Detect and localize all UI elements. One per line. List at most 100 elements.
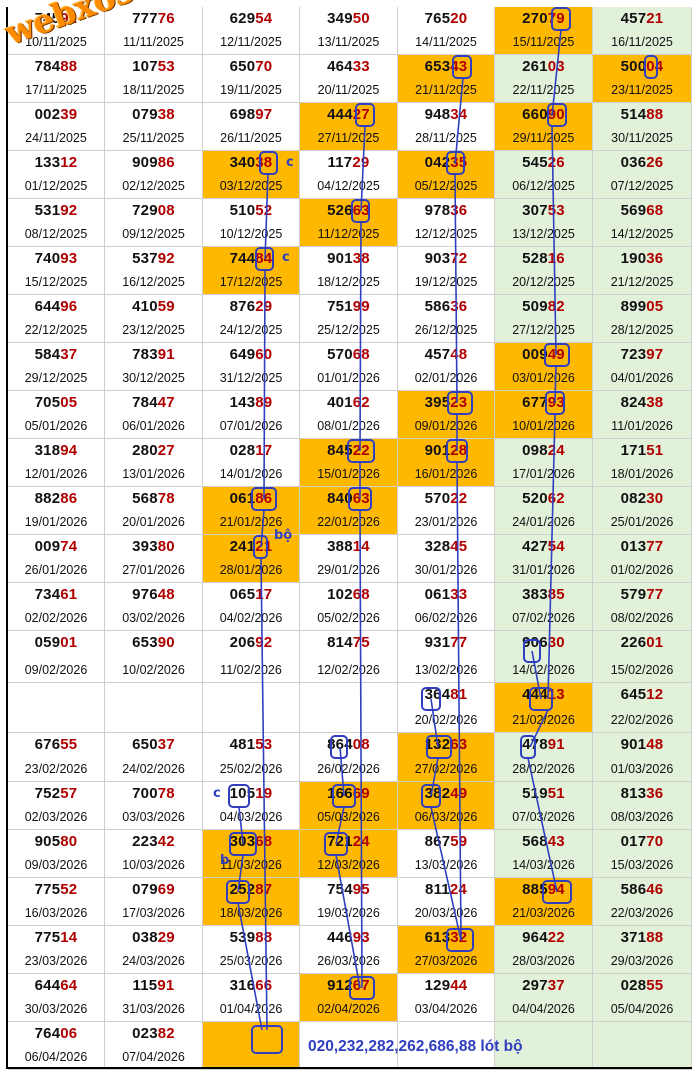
result-date: 26/01/2026 xyxy=(24,563,88,577)
result-number: 39380 xyxy=(132,538,175,555)
result-number: 75199 xyxy=(327,298,370,315)
result-cell: 06133 06/02/2026 xyxy=(398,583,495,631)
result-date: 27/03/2026 xyxy=(414,954,478,968)
result-number: 58437 xyxy=(34,346,78,363)
result-date: 04/02/2026 xyxy=(219,611,283,625)
result-date: 15/12/2025 xyxy=(24,275,88,289)
result-cell xyxy=(203,683,300,733)
result-date: 30/12/2025 xyxy=(122,371,185,385)
result-cell: 46433 20/11/2025 xyxy=(300,55,398,103)
result-number: 70078 xyxy=(132,785,175,802)
result-date: 11/11/2025 xyxy=(123,35,184,49)
result-number: 52663 xyxy=(327,202,370,219)
result-cell: 38249 06/03/2026 xyxy=(398,782,495,830)
result-number: 88594 xyxy=(522,881,565,898)
result-number: 13263 xyxy=(424,736,468,753)
result-cell: 76520 14/11/2025 xyxy=(398,7,495,55)
result-date: 28/11/2025 xyxy=(415,131,477,145)
result-cell: 96422 28/03/2026 xyxy=(495,926,593,974)
result-date: 29/12/2025 xyxy=(24,371,88,385)
result-cell: 75495 19/03/2026 xyxy=(300,878,398,926)
result-number: 64960 xyxy=(229,346,273,363)
result-number: 39523 xyxy=(424,394,468,411)
result-date: 02/12/2025 xyxy=(122,179,185,193)
result-number: 36481 xyxy=(424,686,468,703)
result-cell: 57977 08/02/2026 xyxy=(593,583,692,631)
result-cell: 22601 15/02/2026 xyxy=(593,631,692,683)
result-cell: 20692 11/02/2026 xyxy=(203,631,300,683)
result-number: 94834 xyxy=(424,106,468,123)
result-number: 40162 xyxy=(327,394,370,411)
result-cell: 73461 02/02/2026 xyxy=(8,583,105,631)
result-number: 57068 xyxy=(327,346,370,363)
result-date: 06/02/2026 xyxy=(414,611,478,625)
result-date: 18/03/2026 xyxy=(219,906,283,920)
result-cell xyxy=(593,1022,692,1070)
result-number: 96422 xyxy=(522,929,565,946)
result-date: 30/11/2025 xyxy=(611,131,673,145)
result-cell: 10753 18/11/2025 xyxy=(105,55,203,103)
result-number: 52816 xyxy=(522,250,565,267)
result-number: 72397 xyxy=(620,346,664,363)
result-date: 11/12/2025 xyxy=(317,227,380,241)
result-cell: 52816 20/12/2025 xyxy=(495,247,593,295)
result-date: 17/11/2025 xyxy=(25,83,87,97)
result-cell: 02855 05/04/2026 xyxy=(593,974,692,1022)
result-number: 97836 xyxy=(424,202,468,219)
result-cell: 87629 24/12/2025 xyxy=(203,295,300,343)
result-date: 03/02/2026 xyxy=(122,611,185,625)
result-date: 12/01/2026 xyxy=(24,467,88,481)
result-date: 02/02/2026 xyxy=(24,611,88,625)
result-cell: 78391 30/12/2025 xyxy=(105,343,203,391)
result-date: 14/02/2026 xyxy=(512,663,575,677)
result-cell: 30368 11/03/2026 xyxy=(203,830,300,878)
result-cell: 58636 26/12/2025 xyxy=(398,295,495,343)
result-cell: 77552 16/03/2026 xyxy=(8,878,105,926)
result-number: 53192 xyxy=(34,202,78,219)
result-cell: 06517 04/02/2026 xyxy=(203,583,300,631)
result-cell: 47891 28/02/2026 xyxy=(495,733,593,782)
result-date: 10/03/2026 xyxy=(122,858,185,872)
result-date: 20/11/2025 xyxy=(317,83,380,97)
result-cell: 64512 22/02/2026 xyxy=(593,683,692,733)
result-number: 73461 xyxy=(34,586,78,603)
result-number: 00974 xyxy=(34,538,78,555)
result-number: 00949 xyxy=(522,346,565,363)
result-number: 27079 xyxy=(522,10,565,27)
result-cell: 12944 03/04/2026 xyxy=(398,974,495,1022)
result-cell: 08230 25/01/2026 xyxy=(593,487,692,535)
result-number: 84522 xyxy=(327,442,370,459)
result-number: 56968 xyxy=(620,202,664,219)
result-date: 31/12/2025 xyxy=(219,371,283,385)
result-number: 45721 xyxy=(620,10,664,27)
result-date: 03/12/2025 xyxy=(219,179,283,193)
result-number: 41059 xyxy=(132,298,175,315)
result-cell: 88594 21/03/2026 xyxy=(495,878,593,926)
result-cell: 90148 01/03/2026 xyxy=(593,733,692,782)
result-number: 01377 xyxy=(620,538,664,555)
result-cell: 94834 28/11/2025 xyxy=(398,103,495,151)
result-number: 61332 xyxy=(424,929,468,946)
result-number: 17151 xyxy=(620,442,664,459)
result-number: 02817 xyxy=(229,442,273,459)
result-cell: 74093 15/12/2025 xyxy=(8,247,105,295)
result-date: 28/01/2026 xyxy=(219,563,283,577)
result-date: 16/03/2026 xyxy=(24,906,88,920)
result-number: 82438 xyxy=(620,394,664,411)
result-cell xyxy=(8,683,105,733)
result-number: 13312 xyxy=(34,154,78,171)
result-cell: 82438 11/01/2026 xyxy=(593,391,692,439)
result-cell: 58437 29/12/2025 xyxy=(8,343,105,391)
result-date: 18/01/2026 xyxy=(610,467,674,481)
result-date: 24/02/2026 xyxy=(122,762,185,776)
result-date: 28/03/2026 xyxy=(512,954,575,968)
result-number: 44693 xyxy=(327,929,370,946)
result-cell xyxy=(495,1022,593,1070)
result-cell: 89905 28/12/2025 xyxy=(593,295,692,343)
result-date: 01/03/2026 xyxy=(610,762,674,776)
note-bo: bộ xyxy=(274,528,293,543)
result-number: 66090 xyxy=(522,106,565,123)
result-number: 72124 xyxy=(327,833,370,850)
result-number: 10268 xyxy=(327,586,370,603)
result-number: 65343 xyxy=(424,58,468,75)
